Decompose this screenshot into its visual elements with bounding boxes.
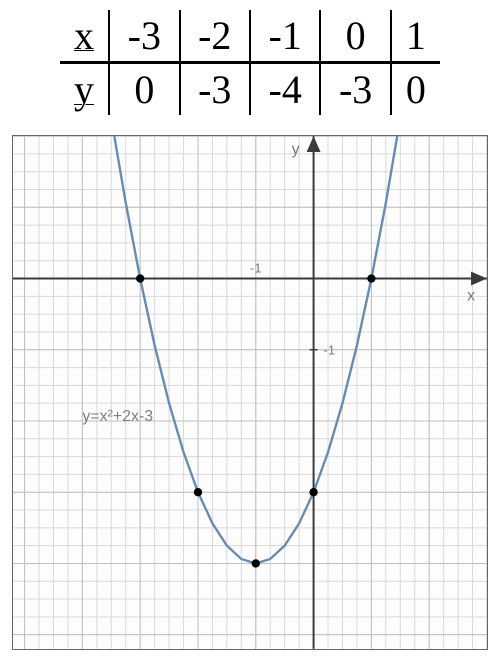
x-cell: 1: [391, 10, 440, 63]
chart-bg: [13, 136, 487, 649]
x-cell: -2: [180, 10, 250, 63]
x-cell: -1: [250, 10, 320, 63]
x-cell: 0: [320, 10, 390, 63]
xy-table: x -3 -2 -1 0 1 y 0 -3 -4 -3 0: [60, 10, 440, 115]
y-cell: 0: [391, 63, 440, 116]
data-point: [136, 274, 144, 282]
equation-label: y=x²+2x-3: [82, 408, 153, 425]
row-label-x: x: [60, 10, 109, 63]
y-cell: -3: [180, 63, 250, 116]
chart-canvas: x y -1 -1 y=x²+2x-3: [13, 136, 487, 649]
y-cell: -4: [250, 63, 320, 116]
data-point: [252, 559, 260, 567]
data-point: [309, 488, 317, 496]
y-cell: -3: [320, 63, 390, 116]
x-axis-label: x: [467, 287, 475, 304]
x-cell: -3: [109, 10, 179, 63]
value-table: x -3 -2 -1 0 1 y 0 -3 -4 -3 0: [60, 10, 440, 115]
row-label-y: y: [60, 63, 109, 116]
y-tick-label: -1: [324, 343, 336, 358]
data-point: [367, 274, 375, 282]
y-cell: 0: [109, 63, 179, 116]
data-point: [194, 488, 202, 496]
x-tick-label: -1: [250, 261, 262, 276]
y-axis-label: y: [292, 141, 300, 158]
parabola-chart: x y -1 -1 y=x²+2x-3: [12, 135, 488, 650]
